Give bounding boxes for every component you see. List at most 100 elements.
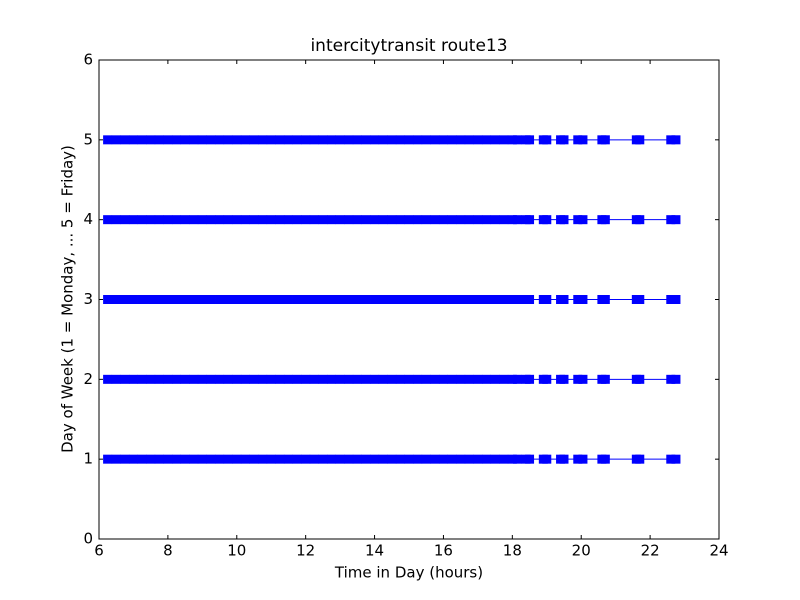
point-marker <box>283 135 293 145</box>
point-marker <box>275 454 285 464</box>
point-marker <box>404 135 414 145</box>
point-marker <box>180 135 190 145</box>
point-marker <box>438 295 448 304</box>
point-marker <box>180 215 190 225</box>
point-marker <box>327 295 336 304</box>
point-marker <box>404 454 414 464</box>
point-marker <box>163 454 173 464</box>
point-marker <box>146 374 156 384</box>
point-marker <box>128 374 138 384</box>
point-marker <box>464 454 474 464</box>
point-marker <box>473 374 483 384</box>
point-marker <box>499 135 509 145</box>
y-tick-label: 2 <box>83 370 93 388</box>
point-marker <box>671 374 681 384</box>
point-marker <box>473 215 483 225</box>
point-marker <box>413 295 423 304</box>
y-tick-label: 1 <box>83 450 93 468</box>
point-marker <box>559 295 569 304</box>
point-marker <box>370 295 380 304</box>
point-marker <box>666 295 676 304</box>
point-marker <box>671 295 681 304</box>
point-marker <box>482 135 491 145</box>
point-marker <box>215 454 225 464</box>
point-marker <box>154 215 164 225</box>
point-marker <box>635 374 645 384</box>
point-marker <box>387 295 397 304</box>
point-marker <box>327 135 336 145</box>
point-marker <box>232 295 242 304</box>
point-marker <box>542 135 552 145</box>
point-marker <box>671 135 681 145</box>
point-marker <box>600 295 610 304</box>
point-marker <box>413 454 423 464</box>
point-marker <box>542 215 552 225</box>
point-marker <box>103 135 113 145</box>
point-marker <box>635 135 645 145</box>
point-marker <box>456 215 466 225</box>
point-marker <box>413 374 423 384</box>
point-marker <box>137 374 147 384</box>
point-marker <box>301 454 311 464</box>
point-marker <box>378 295 388 304</box>
point-marker <box>249 295 259 304</box>
point-marker <box>525 374 535 384</box>
point-marker <box>507 454 517 464</box>
point-marker <box>395 295 405 304</box>
point-marker <box>421 215 431 225</box>
point-marker <box>111 374 121 384</box>
point-marker <box>361 215 371 225</box>
point-marker <box>542 454 552 464</box>
point-marker <box>206 135 216 145</box>
point-marker <box>430 215 440 225</box>
point-marker <box>266 295 276 304</box>
point-marker <box>513 215 522 225</box>
point-marker <box>430 374 440 384</box>
point-marker <box>507 295 517 304</box>
point-marker <box>318 295 328 304</box>
point-marker <box>197 135 207 145</box>
point-marker <box>215 135 225 145</box>
chart-title: intercitytransit route13 <box>310 36 507 56</box>
point-marker <box>154 374 164 384</box>
point-marker <box>525 295 535 304</box>
point-marker <box>499 215 509 225</box>
point-marker <box>137 215 147 225</box>
point-marker <box>513 374 522 384</box>
point-marker <box>189 295 199 304</box>
point-marker <box>559 215 569 225</box>
point-marker <box>180 454 190 464</box>
point-marker <box>146 295 156 304</box>
x-tick-label: 22 <box>641 542 660 560</box>
point-marker <box>266 215 276 225</box>
point-marker <box>482 374 491 384</box>
point-marker <box>404 295 414 304</box>
point-marker <box>120 454 130 464</box>
point-marker <box>404 215 414 225</box>
point-marker <box>120 374 130 384</box>
point-marker <box>103 215 113 225</box>
point-marker <box>292 295 302 304</box>
point-marker <box>573 135 583 145</box>
point-marker <box>301 295 311 304</box>
point-marker <box>361 135 371 145</box>
point-marker <box>499 295 509 304</box>
point-marker <box>387 454 397 464</box>
point-marker <box>378 374 388 384</box>
point-marker <box>111 215 121 225</box>
point-marker <box>318 215 328 225</box>
point-marker <box>578 135 588 145</box>
point-marker <box>223 454 233 464</box>
point-marker <box>240 454 250 464</box>
point-marker <box>189 215 199 225</box>
point-marker <box>189 135 199 145</box>
point-marker <box>163 135 173 145</box>
point-marker <box>327 454 336 464</box>
point-marker <box>103 295 113 304</box>
point-marker <box>490 454 500 464</box>
point-marker <box>456 295 466 304</box>
point-marker <box>361 295 371 304</box>
point-marker <box>671 215 681 225</box>
point-marker <box>180 295 190 304</box>
